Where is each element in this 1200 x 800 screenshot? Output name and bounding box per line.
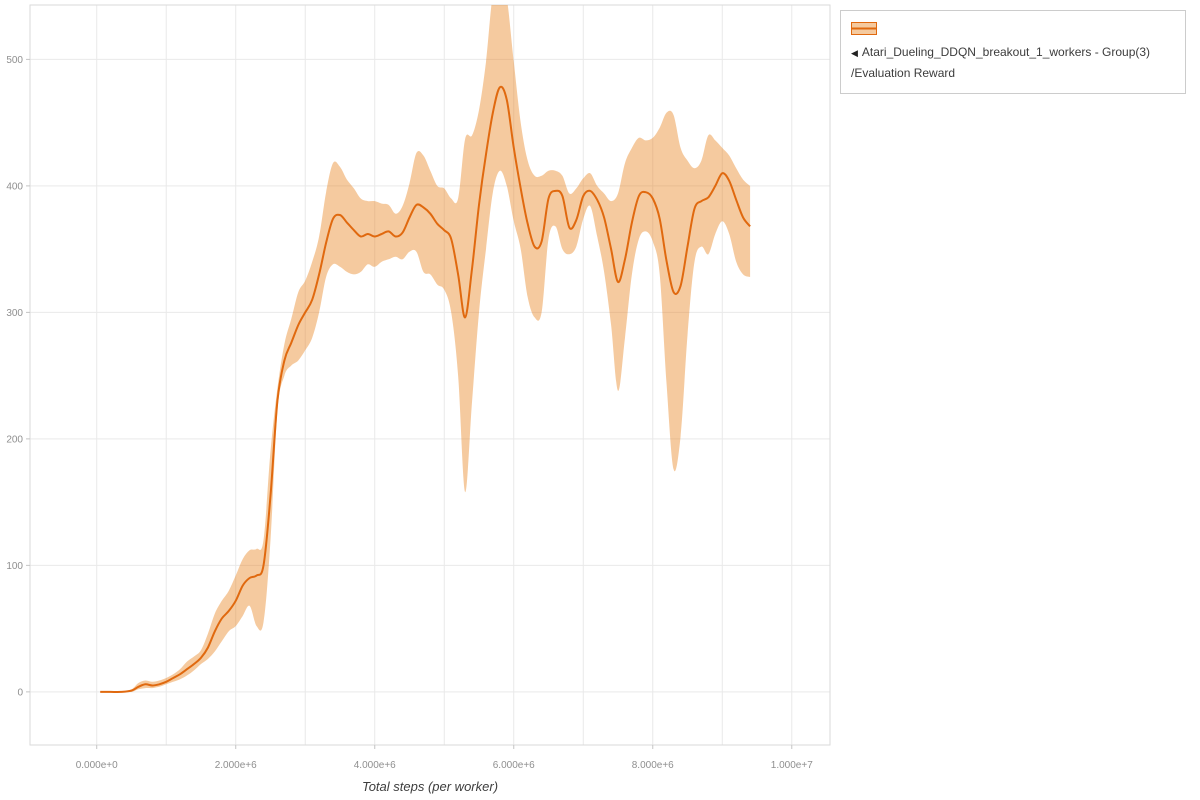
x-tick-label: 4.000e+6 — [354, 760, 396, 771]
x-tick-label: 6.000e+6 — [493, 760, 535, 771]
legend-series-name: Atari_Dueling_DDQN_breakout_1_workers - … — [861, 45, 1151, 59]
confidence-band — [100, 5, 751, 693]
legend-series-metric: /Evaluation Reward — [851, 66, 956, 80]
y-tick-label: 0 — [17, 687, 23, 698]
y-tick-label: 200 — [6, 434, 23, 445]
plot-border — [29, 4, 831, 746]
x-tick-label: 1.000e+7 — [771, 760, 813, 771]
reward-chart[interactable]: 0 100 200 300 400 500 0.000e+0 2.000e+6 4.000e+6… — [0, 0, 840, 800]
x-tick-label: 2.000e+6 — [215, 760, 257, 771]
legend-collapse-icon[interactable]: ◀ — [851, 48, 858, 58]
y-tick-label: 100 — [6, 561, 23, 572]
x-axis-title: Total steps (per worker) — [361, 779, 499, 794]
x-tick-label: 0.000e+0 — [76, 760, 118, 771]
legend[interactable]: ◀ Atari_Dueling_DDQN_breakout_1_workers -… — [840, 10, 1186, 94]
y-tick-label: 300 — [6, 308, 23, 319]
series-swatch-icon — [851, 21, 877, 42]
y-tick-label: 400 — [6, 181, 23, 192]
mean-line — [100, 85, 751, 693]
y-tick-label: 500 — [6, 55, 23, 66]
x-tick-label: 8.000e+6 — [632, 760, 674, 771]
